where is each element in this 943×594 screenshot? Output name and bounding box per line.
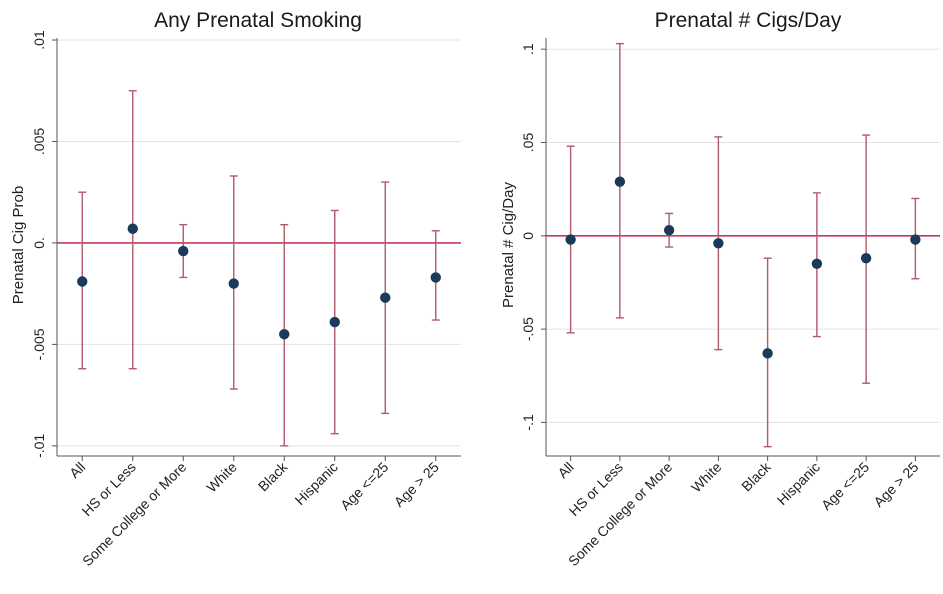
- point-estimate: [430, 272, 441, 283]
- y-tick-label: .05: [520, 133, 536, 153]
- y-tick-label: 0: [520, 232, 536, 240]
- point-estimate: [565, 234, 576, 245]
- y-tick-label: .005: [31, 128, 47, 155]
- point-estimate: [228, 278, 239, 289]
- x-tick-label: Hispanic: [292, 459, 341, 508]
- y-axis-label: Prenatal Cig Prob: [10, 186, 27, 304]
- x-tick-label: Black: [255, 458, 291, 494]
- y-tick-label: .1: [520, 43, 536, 55]
- y-tick-label: 0.: [31, 237, 47, 249]
- x-tick-label: Black: [738, 458, 774, 494]
- chart-panel-prenatal-cigs-per-day: Prenatal # Cigs/Day Prenatal # Cig/Day -…: [500, 9, 940, 569]
- point-estimate: [178, 245, 189, 257]
- y-tick-label: .01: [31, 30, 47, 50]
- y-tick-label: -.1: [520, 414, 536, 431]
- x-tick-label: Age > 25: [391, 459, 442, 510]
- x-tick-label: White: [688, 459, 725, 496]
- point-estimate: [329, 316, 340, 328]
- x-tick-label: Age <=25: [818, 459, 872, 513]
- point-estimate: [910, 234, 921, 245]
- y-tick-label: -.05: [520, 317, 536, 341]
- x-tick-label: Age > 25: [870, 459, 921, 510]
- x-tick-label: White: [203, 459, 240, 496]
- y-axis-label: Prenatal # Cig/Day: [500, 182, 517, 308]
- point-estimate: [614, 176, 626, 187]
- point-estimate: [663, 225, 675, 236]
- point-estimate: [860, 252, 872, 264]
- point-estimate: [279, 329, 290, 340]
- chart-title: Prenatal # Cigs/Day: [655, 9, 842, 32]
- x-tick-label: Hispanic: [774, 459, 823, 508]
- x-tick-label: All: [554, 459, 576, 481]
- point-estimate: [77, 276, 88, 287]
- x-tick-label: Some College or More: [79, 459, 190, 570]
- point-estimate: [127, 223, 138, 234]
- x-tick-label: All: [66, 459, 88, 481]
- y-tick-label: -.005: [31, 328, 47, 360]
- point-estimate: [713, 238, 724, 249]
- point-estimate: [380, 292, 391, 303]
- x-tick-label: Age <=25: [337, 459, 391, 513]
- point-estimate: [811, 258, 823, 269]
- point-estimate: [762, 348, 773, 359]
- chart-panel-any-prenatal-smoking: Any Prenatal Smoking Prenatal Cig Prob -…: [10, 9, 461, 569]
- chart-title: Any Prenatal Smoking: [154, 9, 362, 32]
- y-tick-label: -.01: [31, 434, 47, 458]
